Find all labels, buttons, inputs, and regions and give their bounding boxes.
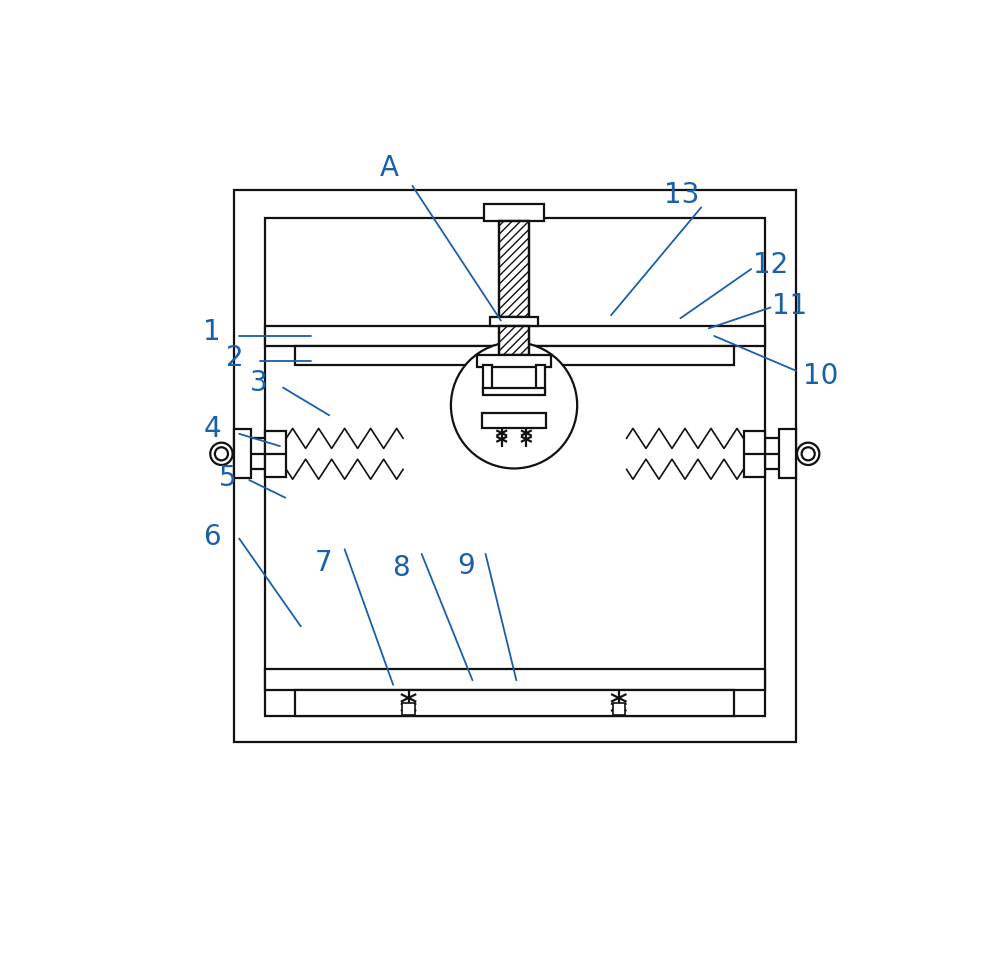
Text: A: A	[380, 153, 399, 181]
Text: 4: 4	[203, 415, 221, 443]
Text: 6: 6	[203, 522, 221, 551]
Text: 9: 9	[457, 551, 475, 579]
Bar	[265, 670, 765, 691]
Bar	[295, 347, 734, 365]
Bar	[499, 221, 529, 317]
Bar	[483, 366, 492, 393]
Bar	[613, 702, 625, 715]
Text: 12: 12	[753, 252, 788, 279]
Text: 1: 1	[203, 317, 221, 345]
Text: 8: 8	[392, 554, 410, 581]
Bar	[265, 219, 765, 716]
Bar	[490, 317, 538, 327]
Bar	[477, 355, 551, 368]
Bar	[482, 414, 546, 429]
Bar	[779, 430, 796, 479]
Circle shape	[210, 443, 233, 465]
Bar	[536, 366, 545, 393]
Circle shape	[797, 443, 819, 465]
Bar	[402, 702, 415, 715]
Text: 2: 2	[226, 343, 244, 372]
Text: 11: 11	[772, 292, 807, 320]
Bar	[484, 204, 544, 221]
Text: 7: 7	[315, 548, 333, 576]
Bar	[295, 691, 734, 716]
Bar	[265, 432, 286, 477]
Bar	[234, 430, 251, 479]
Bar	[744, 432, 765, 477]
Bar	[499, 327, 529, 355]
Text: 3: 3	[250, 369, 267, 396]
Bar	[265, 327, 765, 347]
Circle shape	[802, 448, 815, 461]
Text: 10: 10	[803, 361, 838, 389]
Text: 13: 13	[664, 180, 700, 209]
Bar	[483, 388, 545, 395]
Circle shape	[215, 448, 228, 461]
Circle shape	[451, 343, 577, 469]
Text: 5: 5	[219, 463, 236, 492]
Bar	[499, 221, 529, 317]
Bar	[234, 191, 796, 742]
Bar	[499, 327, 529, 355]
